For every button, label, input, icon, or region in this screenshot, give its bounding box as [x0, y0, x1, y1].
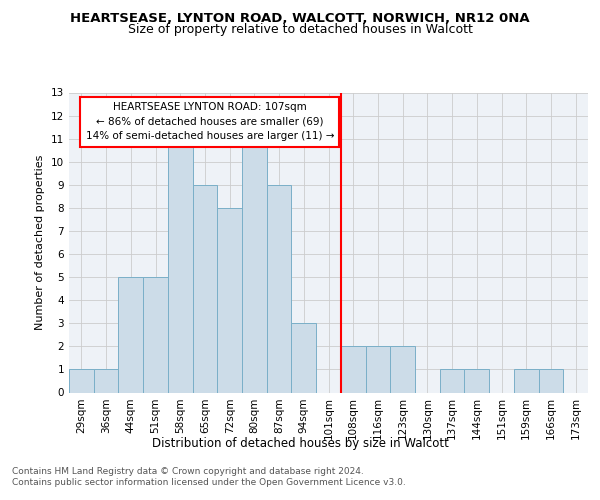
Bar	[242, 138, 267, 392]
Bar	[143, 277, 168, 392]
Bar	[267, 185, 292, 392]
Bar	[217, 208, 242, 392]
Bar	[69, 370, 94, 392]
Y-axis label: Number of detached properties: Number of detached properties	[35, 155, 46, 330]
Bar	[118, 277, 143, 392]
Text: HEARTSEASE LYNTON ROAD: 107sqm
← 86% of detached houses are smaller (69)
14% of : HEARTSEASE LYNTON ROAD: 107sqm ← 86% of …	[86, 102, 334, 141]
Bar	[193, 185, 217, 392]
Text: Distribution of detached houses by size in Walcott: Distribution of detached houses by size …	[152, 438, 448, 450]
Text: HEARTSEASE, LYNTON ROAD, WALCOTT, NORWICH, NR12 0NA: HEARTSEASE, LYNTON ROAD, WALCOTT, NORWIC…	[70, 12, 530, 26]
Text: Size of property relative to detached houses in Walcott: Size of property relative to detached ho…	[128, 22, 472, 36]
Bar	[390, 346, 415, 393]
Bar	[341, 346, 365, 393]
Bar	[168, 138, 193, 392]
Bar	[440, 370, 464, 392]
Bar	[94, 370, 118, 392]
Bar	[365, 346, 390, 393]
Bar	[464, 370, 489, 392]
Text: Contains HM Land Registry data © Crown copyright and database right 2024.
Contai: Contains HM Land Registry data © Crown c…	[12, 468, 406, 487]
Bar	[292, 324, 316, 392]
Bar	[514, 370, 539, 392]
Bar	[539, 370, 563, 392]
